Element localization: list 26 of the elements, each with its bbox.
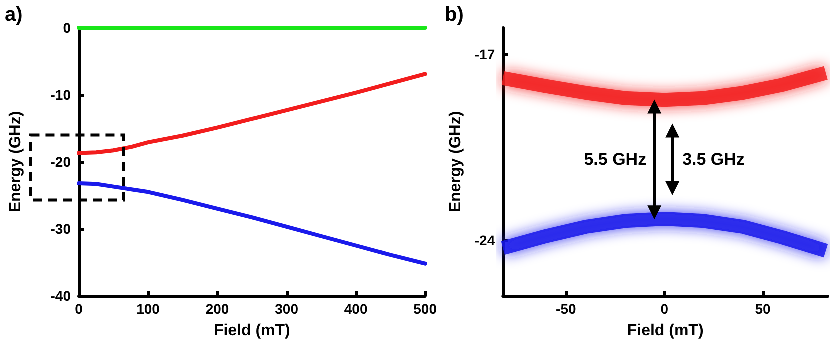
y-tick-label: -30 <box>50 221 72 237</box>
y-tick-label: -17 <box>474 46 496 63</box>
x-tick-label: 400 <box>344 301 368 317</box>
line-series <box>77 181 428 266</box>
chart-title: a) <box>5 4 23 26</box>
y-tick-label: -10 <box>50 87 72 103</box>
x-tick-label: 300 <box>275 301 299 317</box>
x-tick-label: 0 <box>660 301 669 317</box>
y-tick-label: -20 <box>50 154 72 170</box>
y-tick-label: -40 <box>50 288 72 304</box>
line-series <box>77 72 428 156</box>
x-axis-title: Field (mT) <box>214 322 290 340</box>
x-tick-label: 500 <box>414 301 438 317</box>
x-tick-label: 50 <box>755 301 772 317</box>
y-axis-title: Energy (GHz) <box>448 111 464 213</box>
chart-title: b) <box>445 4 464 26</box>
x-axis-title: Field (mT) <box>627 322 704 340</box>
annotation: 5.5 GHz <box>584 150 647 170</box>
y-tick-label: -24 <box>474 232 496 248</box>
x-tick-label: 200 <box>206 301 230 317</box>
annotation: 3.5 GHz <box>682 150 745 170</box>
y-axis-title: Energy (GHz) <box>8 111 24 213</box>
x-tick-label: 100 <box>136 301 160 317</box>
x-tick-label: 0 <box>75 301 84 317</box>
x-tick-label: -50 <box>556 301 576 317</box>
y-tick-label: 0 <box>63 20 72 36</box>
